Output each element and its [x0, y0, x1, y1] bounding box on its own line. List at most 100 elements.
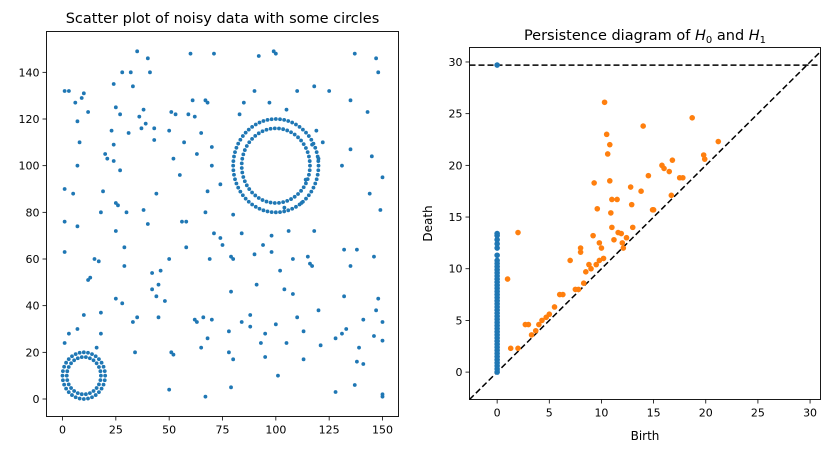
circle-point	[232, 154, 236, 159]
circle-point	[243, 196, 248, 201]
noise-point	[318, 343, 323, 348]
circle-point	[273, 117, 278, 121]
circle-point	[253, 193, 258, 198]
circle-point	[72, 358, 77, 363]
circle-point	[91, 358, 96, 363]
circle-point	[64, 386, 68, 391]
persistence-x-tick-label: 25	[751, 407, 765, 420]
noise-point	[316, 308, 321, 313]
circle-point	[90, 352, 94, 357]
noise-point	[167, 257, 172, 261]
circle-point	[83, 355, 88, 360]
noise-point	[301, 329, 306, 334]
h1-point	[640, 123, 646, 129]
noise-point	[310, 142, 314, 147]
noise-point	[269, 233, 274, 238]
noise-point	[120, 70, 125, 75]
noise-point	[348, 264, 353, 268]
noise-point	[192, 317, 197, 322]
circle-point	[306, 134, 311, 138]
noise-point	[201, 315, 206, 320]
h1-point	[619, 240, 626, 246]
circle-point	[93, 354, 98, 359]
noise-point	[220, 243, 225, 247]
noise-point	[327, 89, 332, 93]
noise-point	[227, 329, 231, 334]
circle-point	[242, 148, 247, 152]
circle-point	[290, 206, 295, 211]
h1-point	[701, 156, 708, 162]
circle-point	[309, 137, 314, 142]
circle-point	[286, 208, 291, 213]
noise-point	[79, 96, 84, 100]
persistence-marks	[494, 62, 722, 375]
noise-point	[81, 313, 86, 317]
scatter-y-tick-label: 80	[26, 206, 40, 219]
scatter-y-tick-label: 20	[26, 346, 40, 359]
circle-point	[98, 369, 103, 374]
h1-point	[515, 229, 521, 236]
circle-point	[257, 206, 262, 211]
h0-point	[494, 62, 500, 68]
noise-point	[340, 163, 344, 168]
circle-point	[269, 117, 274, 122]
circle-point	[247, 140, 252, 145]
circle-point	[304, 181, 308, 186]
noise-point	[122, 264, 127, 268]
circle-point	[257, 120, 262, 125]
h0-point	[494, 241, 500, 247]
circle-point	[94, 386, 99, 390]
circle-point	[289, 130, 293, 135]
noise-point	[199, 131, 204, 135]
circle-point	[62, 364, 67, 369]
circle-point	[73, 352, 78, 357]
circle-point	[97, 357, 101, 362]
persistence-y-tick-label: 30	[449, 56, 463, 69]
h1-point	[606, 178, 613, 184]
circle-point	[314, 177, 319, 182]
circle-point	[260, 129, 265, 134]
noise-point	[278, 268, 282, 273]
circle-point	[290, 120, 295, 125]
noise-point	[348, 98, 353, 103]
noise-point	[276, 373, 280, 378]
noise-point	[177, 173, 182, 177]
scatter-x-tick-label: 125	[319, 424, 340, 437]
h1-point	[560, 291, 566, 298]
persistence-x-tick-label: 30	[803, 407, 817, 420]
scatter-y-tick-label: 140	[19, 66, 40, 79]
h1-point	[596, 257, 603, 264]
noise-point	[75, 163, 80, 168]
h0-point	[494, 252, 500, 259]
circle-point	[289, 197, 293, 201]
circle-point	[304, 130, 308, 135]
h1-point	[532, 327, 539, 334]
circle-point	[239, 166, 244, 170]
scatter-marks	[60, 49, 385, 401]
noise-point	[212, 231, 216, 236]
circle-point	[261, 119, 266, 123]
circle-point	[79, 355, 84, 360]
noise-point	[190, 98, 195, 103]
persistence-x-tick-label: 15	[647, 407, 661, 420]
circle-point	[301, 127, 305, 132]
noise-point	[96, 259, 101, 264]
circle-point	[240, 134, 245, 138]
circle-point	[253, 133, 258, 138]
persistence-x-tick-label: 5	[546, 407, 553, 420]
noise-point	[263, 355, 268, 359]
noise-point	[167, 387, 172, 392]
circle-point	[66, 390, 71, 395]
circle-point	[307, 172, 311, 177]
circle-point	[264, 127, 269, 132]
noise-point	[209, 163, 214, 168]
noise-point	[248, 313, 253, 317]
h1-point	[661, 165, 667, 172]
circle-point	[97, 382, 101, 387]
noise-point	[75, 224, 80, 229]
h1-point	[528, 332, 535, 338]
scatter-y-tick-label: 60	[26, 253, 40, 266]
circle-point	[315, 172, 320, 177]
circle-point	[238, 189, 243, 194]
noise-point	[229, 385, 233, 390]
